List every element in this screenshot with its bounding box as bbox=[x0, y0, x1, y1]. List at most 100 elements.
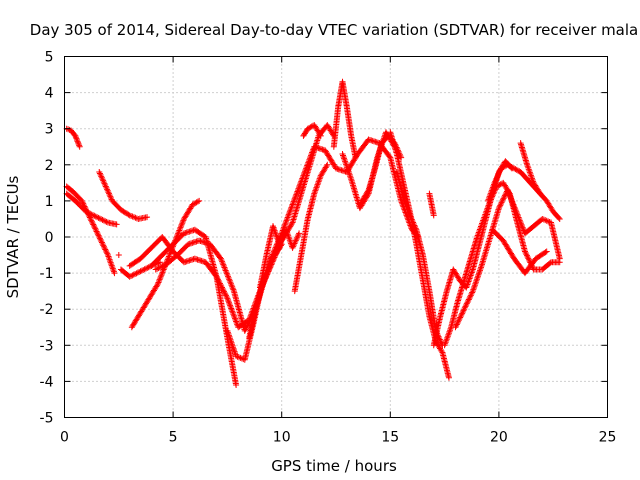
data-point bbox=[343, 162, 350, 169]
data-point bbox=[231, 314, 238, 321]
data-point bbox=[165, 254, 172, 261]
data-point bbox=[233, 353, 240, 360]
data-point bbox=[292, 239, 299, 246]
data-point bbox=[507, 163, 514, 170]
data-point bbox=[524, 253, 531, 260]
data-point bbox=[155, 279, 162, 286]
data-point bbox=[506, 191, 513, 198]
data-point bbox=[229, 285, 236, 292]
data-point bbox=[453, 322, 460, 329]
data-point bbox=[270, 257, 277, 264]
data-point bbox=[75, 141, 82, 148]
data-point bbox=[408, 216, 415, 223]
data-point bbox=[515, 213, 522, 220]
data-point bbox=[111, 270, 118, 277]
data-point bbox=[520, 226, 527, 233]
data-point bbox=[76, 143, 83, 150]
data-point bbox=[275, 246, 282, 253]
data-point bbox=[468, 290, 475, 297]
series-arc-u bbox=[426, 190, 437, 219]
data-point bbox=[511, 204, 518, 211]
data-point bbox=[459, 308, 466, 315]
data-point bbox=[512, 166, 519, 173]
data-point bbox=[277, 238, 284, 245]
data-point bbox=[159, 263, 166, 270]
data-point bbox=[230, 286, 237, 293]
data-point bbox=[107, 195, 114, 202]
data-point bbox=[281, 223, 288, 230]
data-point bbox=[93, 228, 100, 235]
data-point bbox=[291, 195, 298, 202]
data-point bbox=[514, 211, 521, 218]
data-point bbox=[167, 250, 174, 257]
data-point bbox=[79, 199, 86, 206]
data-point bbox=[277, 239, 284, 246]
data-point bbox=[154, 282, 161, 289]
data-point bbox=[284, 214, 291, 221]
data-point bbox=[140, 266, 147, 273]
data-point bbox=[341, 155, 348, 162]
data-point bbox=[475, 270, 482, 277]
data-point bbox=[289, 201, 296, 208]
data-point bbox=[495, 205, 502, 212]
data-point bbox=[189, 201, 196, 208]
data-point bbox=[293, 189, 300, 196]
data-point bbox=[294, 233, 301, 240]
data-point bbox=[445, 374, 452, 381]
data-point bbox=[467, 293, 474, 300]
data-point bbox=[509, 200, 516, 207]
data-point bbox=[516, 217, 523, 224]
data-point bbox=[102, 183, 109, 190]
data-point bbox=[546, 260, 553, 267]
data-point bbox=[222, 267, 229, 274]
data-point bbox=[158, 272, 165, 279]
data-point bbox=[72, 132, 79, 139]
data-point bbox=[100, 179, 107, 186]
data-point bbox=[464, 299, 471, 306]
data-point bbox=[233, 382, 240, 389]
series-arc-m bbox=[256, 223, 303, 291]
data-point bbox=[219, 258, 226, 265]
series-arc-f bbox=[115, 252, 122, 259]
data-point bbox=[92, 227, 99, 234]
data-point bbox=[505, 188, 512, 195]
x-axis-title: GPS time / hours bbox=[271, 457, 397, 475]
series-arc-g bbox=[128, 197, 203, 331]
data-point bbox=[85, 210, 92, 217]
data-point bbox=[229, 283, 236, 290]
data-point bbox=[175, 228, 182, 235]
data-point bbox=[94, 231, 101, 238]
data-point bbox=[287, 207, 294, 214]
data-point bbox=[472, 279, 479, 286]
data-point bbox=[230, 312, 237, 319]
data-point bbox=[267, 264, 274, 271]
data-point bbox=[220, 261, 227, 268]
data-point bbox=[522, 249, 529, 256]
data-point bbox=[283, 217, 290, 224]
data-point bbox=[494, 172, 501, 179]
data-point bbox=[458, 311, 465, 318]
data-point bbox=[469, 289, 476, 296]
data-point bbox=[505, 162, 512, 169]
data-point bbox=[523, 252, 530, 259]
data-point bbox=[98, 238, 105, 245]
data-point bbox=[152, 266, 159, 273]
data-point bbox=[243, 323, 250, 330]
data-point bbox=[145, 264, 152, 271]
data-point bbox=[231, 348, 238, 355]
data-point bbox=[224, 329, 231, 336]
data-point bbox=[512, 205, 519, 212]
y-tick-label: 1 bbox=[45, 194, 54, 210]
data-point bbox=[133, 270, 140, 277]
data-point bbox=[96, 169, 103, 176]
axis-ticks bbox=[64, 56, 608, 418]
data-point bbox=[283, 218, 290, 225]
data-marks bbox=[63, 78, 563, 389]
data-point bbox=[224, 271, 231, 278]
data-point bbox=[101, 245, 108, 252]
data-point bbox=[542, 249, 549, 256]
data-point bbox=[475, 271, 482, 278]
data-point bbox=[290, 200, 297, 207]
data-point bbox=[228, 305, 235, 312]
data-point bbox=[518, 221, 525, 228]
